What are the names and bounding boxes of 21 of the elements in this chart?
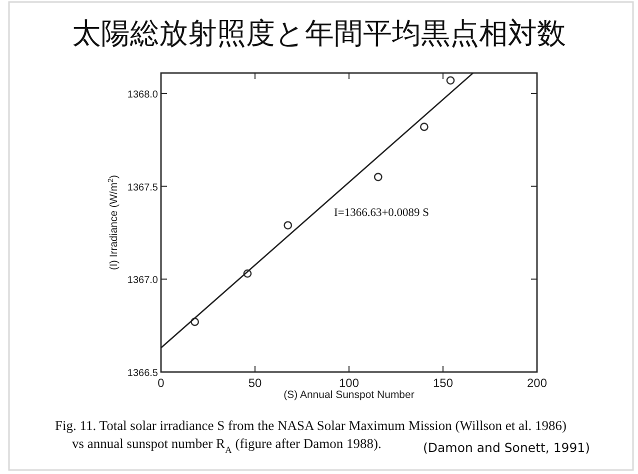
x-tick-label: 100 [338,376,360,390]
y-tick-label: 1367.0 [127,275,158,286]
x-tick-label: 200 [526,376,548,390]
x-tick-label: 150 [432,376,454,390]
point [420,122,428,132]
point [374,172,382,182]
x-tick-label: 50 [248,376,262,390]
x-tick-label: 0 [158,376,165,390]
point [243,269,252,278]
caption: Fig. 11. Total solar irradiance S from the NASA Solar Maximum Mission (Willson et al. 1986) [55,418,566,433]
point [284,221,292,230]
x-axis-title: (S) Annual Sunspot Number [284,389,415,401]
y-tick-label: 1367.5 [127,182,158,194]
y-tick-label: 1368.0 [127,89,158,100]
text: (Damon and Sonett, 1991) [423,440,590,455]
point [190,318,200,326]
chart-title: 太陽総放射照度と年間平均黒点相対数 [72,16,566,50]
y-tick-label: 1366.5 [127,368,158,379]
text: vs annual sunspot number R$_{A}$ (figure after Damon 1988). [72,436,382,456]
annotation: I=1366.63+0.0089 S [334,207,430,219]
point [446,76,455,85]
